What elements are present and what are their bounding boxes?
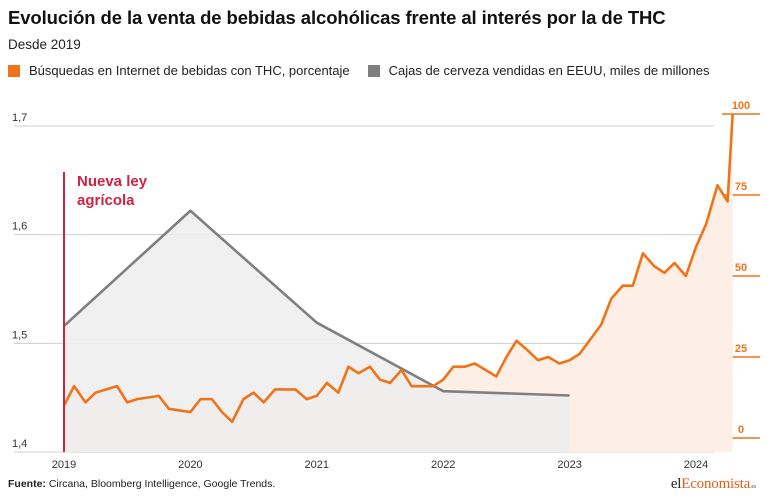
y-right-tick-label-1: 25 [735, 343, 747, 355]
x-tick-label-5: 2024 [684, 459, 708, 470]
legend-swatch-thc [8, 64, 20, 77]
y-left-tick-label-1: 1,5 [12, 329, 27, 341]
x-tick-label-0: 2019 [52, 459, 76, 470]
legend-item-beer: Cajas de cerveza vendidas en EEUU, miles… [367, 63, 710, 78]
beer-line [63, 209, 570, 397]
y-left-tick-label-3: 1,7 [12, 112, 27, 124]
source-label: Fuente: [8, 478, 46, 490]
annotation-text-1: agrícola [77, 192, 135, 209]
y-right-tick-label-2: 50 [735, 262, 747, 274]
logo-part-ext: .es [750, 484, 756, 490]
chart-plot: Nueva ley agrícola 1,4 1,5 1,6 1,7 0 25 50 75 100 2… [12, 100, 760, 470]
logo-part-el: el [670, 476, 682, 492]
y-left-tick-label-2: 1,6 [12, 221, 27, 233]
legend-swatch-beer [367, 64, 380, 77]
beer-area [64, 210, 570, 452]
legend-label-beer: Cajas de cerveza vendidas en EEUU, miles… [388, 63, 710, 78]
x-tick-label-1: 2020 [178, 459, 202, 470]
x-tick-label-3: 2022 [431, 459, 455, 470]
thc-area [64, 114, 733, 452]
legend-label-thc: Búsquedas en Internet de bebidas con THC… [29, 63, 350, 78]
chart-subtitle: Desde 2019 [8, 37, 81, 52]
x-tick-label-2: 2021 [305, 459, 329, 470]
publisher-logo: elEconomista.es [671, 476, 756, 493]
annotation-text-0: Nueva ley [77, 173, 148, 190]
y-left-tick-label-0: 1,4 [12, 438, 27, 450]
y-right-tick-label-4: 100 [732, 100, 750, 112]
chart-title: Evolución de la venta de bebidas alcohól… [8, 7, 666, 28]
thc-line [62, 113, 734, 424]
legend-item-thc: Búsquedas en Internet de bebidas con THC… [8, 63, 350, 78]
source-note: Fuente: Circana, Bloomberg Intelligence,… [8, 478, 275, 490]
chart-legend: Búsquedas en Internet de bebidas con THC… [8, 63, 727, 78]
logo-part-economista: Economista [681, 476, 751, 492]
source-text: Circana, Bloomberg Intelligence, Google … [45, 478, 276, 490]
y-right-tick-label-0: 0 [738, 424, 744, 436]
y-right-tick-label-3: 75 [735, 181, 747, 193]
x-tick-label-4: 2023 [557, 459, 581, 470]
